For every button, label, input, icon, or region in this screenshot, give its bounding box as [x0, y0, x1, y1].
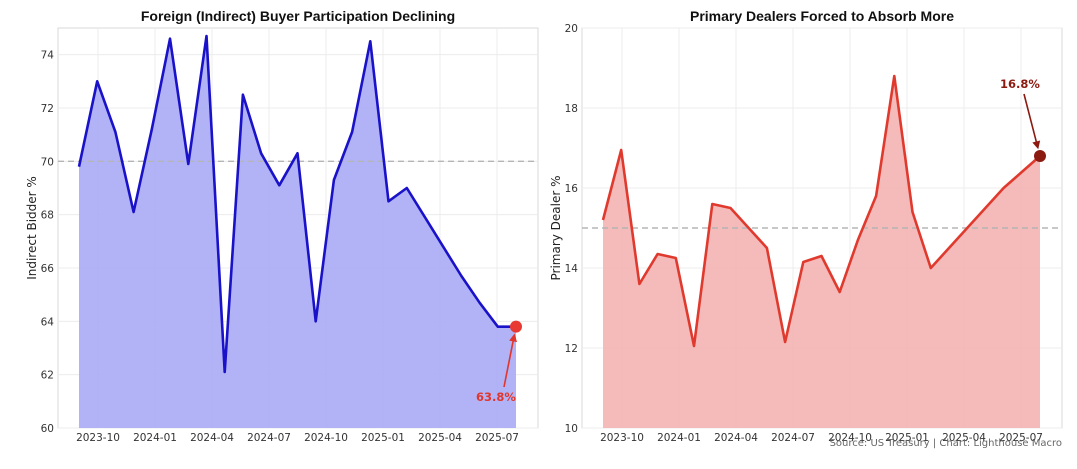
last-value-marker [510, 320, 522, 333]
source-note: Source: US Treasury | Chart: Lighthouse … [830, 438, 1062, 449]
y-tick-labels: 10 12 14 16 18 20 [565, 23, 579, 435]
x-tick-label: 2025-07 [475, 432, 519, 444]
x-tick-label: 2024-10 [828, 432, 872, 444]
area-fill [603, 76, 1040, 428]
annotation-arrow [503, 339, 515, 388]
annotation-label: 63.8% [476, 390, 516, 404]
y-tick-label: 60 [41, 423, 54, 435]
x-tick-label: 2024-01 [133, 432, 177, 444]
annotation-label: 16.8% [1000, 77, 1040, 91]
y-tick-label: 72 [41, 103, 54, 115]
y-axis-label: Indirect Bidder % [25, 176, 39, 280]
y-tick-label: 14 [565, 263, 579, 275]
y-tick-label: 10 [565, 423, 578, 435]
series-line [601, 74, 1041, 348]
chart-title: Primary Dealers Forced to Absorb More [690, 8, 954, 24]
y-tick-label: 62 [41, 370, 54, 382]
x-tick-label: 2025-04 [418, 432, 462, 444]
y-tick-label: 70 [41, 156, 54, 168]
annotation-arrow [1023, 93, 1038, 144]
annotation-arrowhead [1032, 140, 1041, 150]
x-tick-label: 2024-01 [657, 432, 701, 444]
y-tick-labels: 60 62 64 66 68 70 72 74 [41, 50, 55, 435]
x-tick-label: 2024-10 [304, 432, 348, 444]
x-tick-label: 2024-04 [714, 432, 758, 444]
x-tick-label: 2024-07 [771, 432, 815, 444]
x-tick-label: 2025-01 [361, 432, 405, 444]
x-tick-labels: 2023-10 2024-01 2024-04 2024-07 2024-10 2025-… [600, 432, 1043, 444]
x-tick-label: 2025-01 [885, 432, 929, 444]
chart-title: Foreign (Indirect) Buyer Participation D… [141, 8, 455, 24]
last-value-marker [1034, 150, 1046, 162]
x-tick-label: 2025-04 [942, 432, 986, 444]
y-tick-label: 16 [565, 183, 579, 195]
y-tick-label: 68 [41, 210, 54, 222]
y-tick-label: 12 [565, 343, 578, 355]
y-axis-label: Primary Dealer % [549, 175, 563, 280]
x-tick-label: 2023-10 [600, 432, 644, 444]
x-tick-label: 2024-04 [190, 432, 234, 444]
y-tick-label: 66 [41, 263, 55, 275]
y-tick-label: 64 [41, 316, 55, 328]
area-fill [79, 36, 516, 428]
y-tick-label: 20 [565, 23, 578, 35]
x-tick-labels: 2023-10 2024-01 2024-04 2024-07 2024-10 2025-… [76, 432, 519, 444]
y-tick-label: 18 [565, 103, 578, 115]
x-tick-label: 2024-07 [247, 432, 291, 444]
primary-dealer-chart: 10 12 14 16 18 20 2023-10 2024-01 2024-04 2024-0… [549, 8, 1063, 444]
y-tick-label: 74 [41, 50, 55, 62]
x-tick-label: 2023-10 [76, 432, 120, 444]
annotation-arrowhead [509, 333, 517, 343]
x-tick-label: 2025-07 [999, 432, 1043, 444]
series-line [77, 34, 516, 374]
